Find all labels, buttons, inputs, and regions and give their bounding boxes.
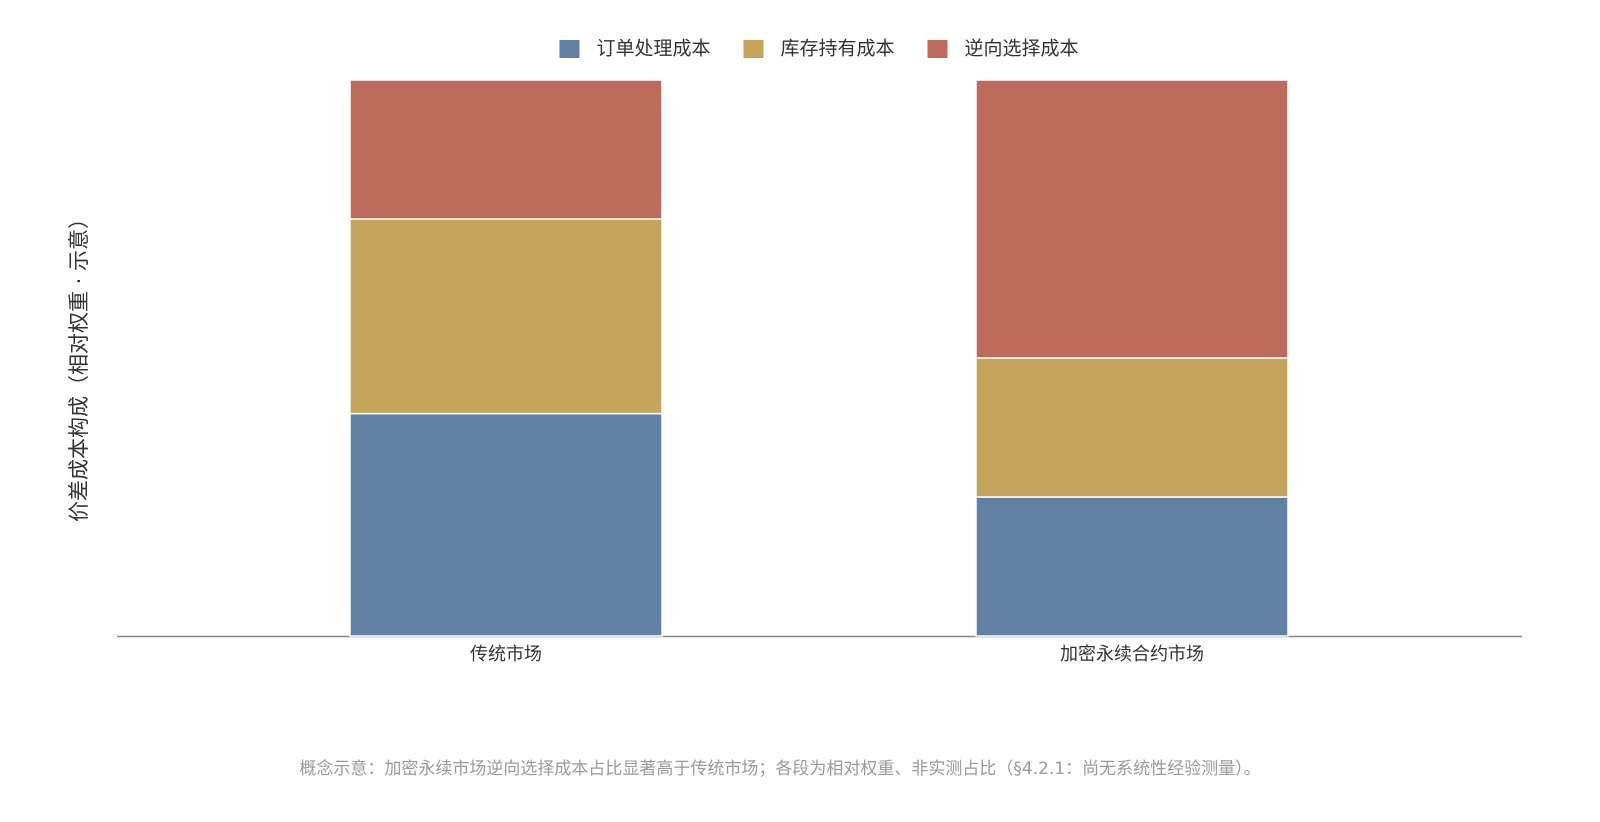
legend-swatch (559, 40, 580, 58)
legend-label: 库存持有成本 (780, 38, 894, 60)
x-tick-label: 加密永续合约市场 (1060, 644, 1204, 665)
legend-swatch (743, 40, 764, 58)
bar-segment (349, 218, 663, 415)
bar-segment (975, 79, 1289, 359)
bar-segment (975, 357, 1289, 498)
legend-label: 订单处理成本 (596, 38, 710, 60)
y-axis-label: 价差成本构成（相对权重 · 示意） (67, 208, 91, 522)
bar-segment (349, 412, 663, 637)
caption: 概念示意：加密永续市场逆向选择成本占比显著高于传统市场；各段为相对权重、非实测占… (299, 758, 1260, 779)
legend-label: 逆向选择成本 (965, 38, 1079, 60)
legend: 订单处理成本 库存持有成本 逆向选择成本 (559, 38, 1079, 60)
x-tick-label: 传统市场 (470, 644, 542, 665)
legend-swatch (927, 40, 948, 58)
bar-segment (349, 79, 663, 220)
bar-segment (975, 496, 1289, 637)
